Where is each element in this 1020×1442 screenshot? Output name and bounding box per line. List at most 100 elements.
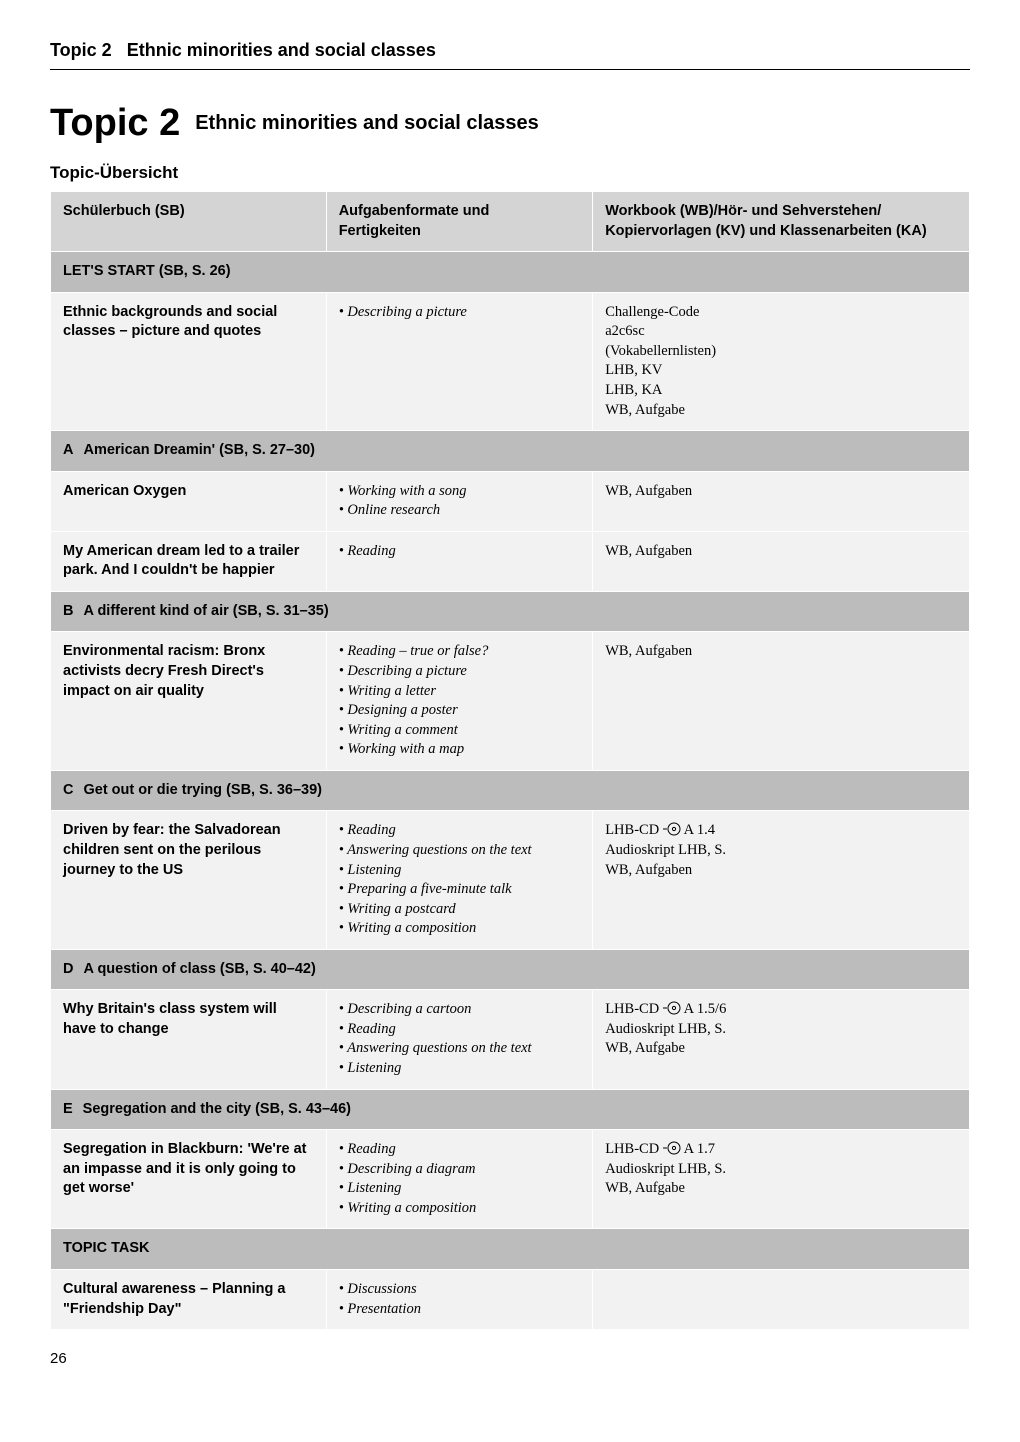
table-row: Driven by fear: the Salvadorean children… bbox=[51, 811, 970, 949]
page-number: 26 bbox=[50, 1350, 970, 1367]
skill-item: Reading bbox=[339, 542, 581, 562]
row-title: My American dream led to a trailer park.… bbox=[51, 531, 327, 591]
resource-line: LHB, KV bbox=[605, 361, 957, 381]
section-title: A question of class (SB, S. 40–42) bbox=[83, 961, 315, 977]
resource-line: LHB, KA bbox=[605, 381, 957, 401]
skill-item: Writing a postcard bbox=[339, 900, 581, 920]
cd-line: LHB-CD A 1.7 bbox=[605, 1140, 957, 1160]
row-skills: Describing a cartoonReadingAnswering que… bbox=[326, 990, 593, 1089]
resource-line: WB, Aufgabe bbox=[605, 1179, 957, 1199]
row-title: Environmental racism: Bronx activists de… bbox=[51, 632, 327, 770]
skill-item: Reading – true or false? bbox=[339, 642, 581, 662]
col-header-1: Schülerbuch (SB) bbox=[51, 192, 327, 252]
resource-line: WB, Aufgabe bbox=[605, 1039, 957, 1059]
row-resources bbox=[593, 1269, 970, 1329]
row-skills: DiscussionsPresentation bbox=[326, 1269, 593, 1329]
row-title: Ethnic backgrounds and social classes – … bbox=[51, 292, 327, 430]
skill-item: Presentation bbox=[339, 1300, 581, 1320]
row-title: Segregation in Blackburn: 'We're at an i… bbox=[51, 1130, 327, 1229]
skill-item: Working with a map bbox=[339, 740, 581, 760]
row-skills: Describing a picture bbox=[326, 292, 593, 430]
skill-item: Reading bbox=[339, 1140, 581, 1160]
col-header-2: Aufgabenformate und Fertigkeiten bbox=[326, 192, 593, 252]
section-header-row: BA different kind of air (SB, S. 31–35) bbox=[51, 591, 970, 632]
section-title: American Dreamin' (SB, S. 27–30) bbox=[83, 442, 315, 458]
resource-line: Audioskript LHB, S. bbox=[605, 841, 957, 861]
skill-item: Writing a comment bbox=[339, 721, 581, 741]
row-resources: LHB-CD A 1.4Audioskript LHB, S.WB, Aufga… bbox=[593, 811, 970, 949]
section-letter: B bbox=[63, 603, 73, 619]
skill-item: Writing a composition bbox=[339, 919, 581, 939]
row-resources: WB, Aufgaben bbox=[593, 632, 970, 770]
skill-item: Describing a picture bbox=[339, 303, 581, 323]
section-letter: E bbox=[63, 1101, 73, 1117]
row-skills: Reading – true or false?Describing a pic… bbox=[326, 632, 593, 770]
skill-item: Reading bbox=[339, 1020, 581, 1040]
section-letter: D bbox=[63, 961, 73, 977]
section-header-row: D A question of class (SB, S. 40–42) bbox=[51, 949, 970, 990]
skill-item: Online research bbox=[339, 501, 581, 521]
heading-big: Topic 2 bbox=[50, 102, 180, 144]
overview-table: Schülerbuch (SB) Aufgabenformate und Fer… bbox=[50, 191, 970, 1330]
running-header-topic: Topic 2 bbox=[50, 40, 112, 60]
section-header-row: TOPIC TASK bbox=[51, 1229, 970, 1270]
row-resources: WB, Aufgaben bbox=[593, 471, 970, 531]
row-title: Cultural awareness – Planning a "Friends… bbox=[51, 1269, 327, 1329]
skill-item: Writing a letter bbox=[339, 682, 581, 702]
section-header-row: A American Dreamin' (SB, S. 27–30) bbox=[51, 431, 970, 472]
section-letter: A bbox=[63, 442, 73, 458]
resource-line: WB, Aufgabe bbox=[605, 401, 957, 421]
row-title: American Oxygen bbox=[51, 471, 327, 531]
skill-item: Reading bbox=[339, 821, 581, 841]
overview-label: Topic-Übersicht bbox=[50, 163, 970, 183]
skill-item: Discussions bbox=[339, 1280, 581, 1300]
running-header: Topic 2 Ethnic minorities and social cla… bbox=[50, 40, 970, 70]
section-title: Get out or die trying (SB, S. 36–39) bbox=[83, 782, 322, 798]
cd-line: LHB-CD A 1.5/6 bbox=[605, 1000, 957, 1020]
row-title: Why Britain's class system will have to … bbox=[51, 990, 327, 1089]
resource-line: a2c6sc bbox=[605, 322, 957, 342]
skill-item: Working with a song bbox=[339, 482, 581, 502]
resource-line: WB, Aufgaben bbox=[605, 861, 957, 881]
section-header-row: E Segregation and the city (SB, S. 43–46) bbox=[51, 1089, 970, 1130]
table-row: Cultural awareness – Planning a "Friends… bbox=[51, 1269, 970, 1329]
skill-item: Describing a picture bbox=[339, 662, 581, 682]
running-header-title: Ethnic minorities and social classes bbox=[127, 40, 436, 60]
section-title: LET'S START (SB, S. 26) bbox=[63, 263, 231, 279]
table-row: My American dream led to a trailer park.… bbox=[51, 531, 970, 591]
resource-line: Audioskript LHB, S. bbox=[605, 1020, 957, 1040]
row-skills: ReadingAnswering questions on the textLi… bbox=[326, 811, 593, 949]
skill-item: Answering questions on the text bbox=[339, 841, 581, 861]
table-row: Segregation in Blackburn: 'We're at an i… bbox=[51, 1130, 970, 1229]
section-title: TOPIC TASK bbox=[63, 1240, 149, 1256]
resource-line: WB, Aufgaben bbox=[605, 482, 957, 502]
row-skills: Reading bbox=[326, 531, 593, 591]
topic-heading: Topic 2 Ethnic minorities and social cla… bbox=[50, 102, 970, 145]
row-resources: LHB-CD A 1.7Audioskript LHB, S.WB, Aufga… bbox=[593, 1130, 970, 1229]
row-resources: Challenge-Codea2c6sc(Vokabellernlisten)L… bbox=[593, 292, 970, 430]
resource-line: Challenge-Code bbox=[605, 303, 957, 323]
resource-line: WB, Aufgaben bbox=[605, 542, 957, 562]
row-skills: Working with a songOnline research bbox=[326, 471, 593, 531]
resource-line: (Vokabellernlisten) bbox=[605, 342, 957, 362]
row-title: Driven by fear: the Salvadorean children… bbox=[51, 811, 327, 949]
col-header-3: Workbook (WB)/Hör- und Sehverstehen/ Kop… bbox=[593, 192, 970, 252]
cd-line: LHB-CD A 1.4 bbox=[605, 821, 957, 841]
skill-item: Preparing a five-minute talk bbox=[339, 880, 581, 900]
table-header-row: Schülerbuch (SB) Aufgabenformate und Fer… bbox=[51, 192, 970, 252]
resource-line: Audioskript LHB, S. bbox=[605, 1160, 957, 1180]
row-skills: ReadingDescribing a diagramListeningWrit… bbox=[326, 1130, 593, 1229]
section-letter: C bbox=[63, 782, 73, 798]
skill-item: Listening bbox=[339, 1179, 581, 1199]
skill-item: Designing a poster bbox=[339, 701, 581, 721]
skill-item: Answering questions on the text bbox=[339, 1039, 581, 1059]
table-row: American OxygenWorking with a songOnline… bbox=[51, 471, 970, 531]
table-row: Environmental racism: Bronx activists de… bbox=[51, 632, 970, 770]
table-row: Ethnic backgrounds and social classes – … bbox=[51, 292, 970, 430]
section-header-row: LET'S START (SB, S. 26) bbox=[51, 252, 970, 293]
heading-sub: Ethnic minorities and social classes bbox=[195, 112, 538, 134]
skill-item: Describing a diagram bbox=[339, 1160, 581, 1180]
table-row: Why Britain's class system will have to … bbox=[51, 990, 970, 1089]
section-title: Segregation and the city (SB, S. 43–46) bbox=[83, 1101, 351, 1117]
skill-item: Describing a cartoon bbox=[339, 1000, 581, 1020]
